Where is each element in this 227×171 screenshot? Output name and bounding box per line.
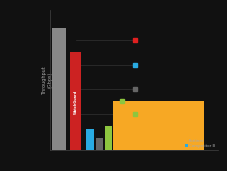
Bar (52, 28, 66, 150)
Legend: Fortinet, Competitor B: Fortinet, Competitor B (184, 138, 216, 149)
Bar (70, 52, 81, 150)
Bar (113, 101, 204, 150)
Bar (105, 126, 113, 150)
Bar (96, 138, 103, 150)
Bar (86, 129, 94, 150)
Y-axis label: Throughput
(Gbps): Throughput (Gbps) (42, 66, 53, 95)
Text: WatchGuard: WatchGuard (74, 89, 78, 114)
